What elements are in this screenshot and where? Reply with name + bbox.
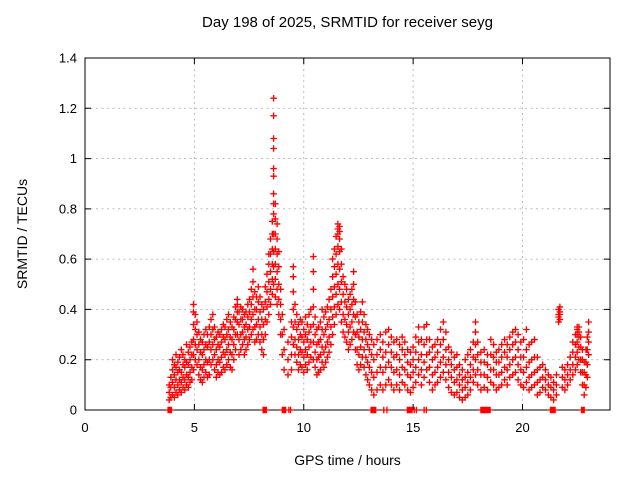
- y-tick-label: 0.4: [59, 302, 77, 317]
- gridlines: [85, 58, 610, 410]
- x-tick-label: 15: [406, 420, 420, 435]
- x-tick-label: 0: [81, 420, 88, 435]
- y-tick-label: 0.8: [59, 201, 77, 216]
- y-tick-label: 0.6: [59, 252, 77, 267]
- y-tick-label: 0: [70, 403, 77, 418]
- x-tick-label: 10: [297, 420, 311, 435]
- x-axis-label: GPS time / hours: [294, 452, 401, 468]
- chart-title: Day 198 of 2025, SRMTID for receiver sey…: [202, 14, 493, 31]
- x-tick-label: 20: [515, 420, 529, 435]
- y-axis-label: SRMTID / TECUs: [14, 178, 30, 290]
- x-tick-label: 5: [191, 420, 198, 435]
- tick-marks: [84, 57, 610, 411]
- y-tick-label: 1: [70, 151, 77, 166]
- y-tick-label: 0.2: [59, 352, 77, 367]
- plot-border: [84, 57, 611, 411]
- y-tick-label: 1.4: [59, 51, 77, 66]
- y-tick-label: 1.2: [59, 101, 77, 116]
- scatter-plus-markers: [164, 94, 592, 414]
